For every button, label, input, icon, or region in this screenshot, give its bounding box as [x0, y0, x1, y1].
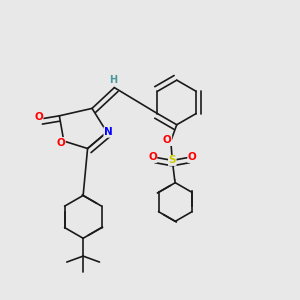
Text: H: H	[109, 75, 117, 85]
Text: O: O	[188, 152, 197, 162]
Text: O: O	[56, 138, 65, 148]
Text: O: O	[148, 152, 157, 162]
Text: O: O	[163, 136, 172, 146]
Text: N: N	[104, 127, 113, 137]
Text: S: S	[169, 155, 176, 165]
Text: O: O	[34, 112, 43, 122]
